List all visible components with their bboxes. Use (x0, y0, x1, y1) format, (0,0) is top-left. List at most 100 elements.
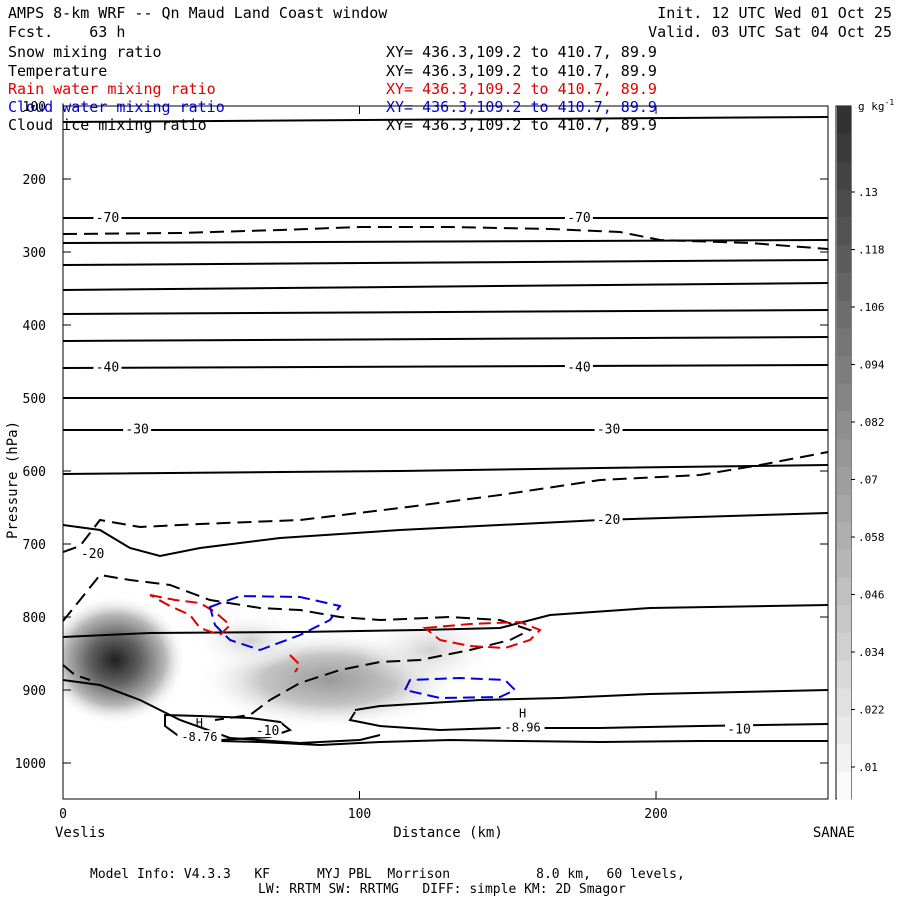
field-name-rain: Rain water mixing ratio (8, 80, 216, 98)
field-name-snow: Snow mixing ratio (8, 43, 162, 61)
colorbar-tick-label: .106 (858, 301, 885, 314)
field-xy-temperature: XY= 436.3,109.2 to 410.7, 89.9 (386, 62, 657, 80)
isotherm-15 (63, 604, 828, 638)
colorbar-tick-label: .046 (858, 589, 885, 602)
colorbar-swatch (837, 521, 851, 551)
temperature-label-bg (123, 421, 152, 436)
snow-shading-core (63, 595, 187, 725)
y-tick-label: 700 (23, 538, 46, 553)
colorbar-swatch (837, 244, 851, 273)
high-markers: H-8.76H-8.96 (177, 707, 545, 744)
snow-contour-lower (63, 573, 533, 721)
rain-contours (149, 594, 542, 673)
colorbar-tick-label: .13 (858, 186, 878, 199)
y-tick-label: 100 (23, 100, 46, 115)
colorbar-swatch (837, 189, 851, 218)
colorbar-swatch (837, 300, 851, 329)
temperature-label-bg (78, 545, 107, 560)
x-tick-label: 100 (348, 807, 371, 822)
colorbar-tick-label: .094 (858, 359, 885, 372)
temperature-label-bg (564, 209, 593, 224)
cloud-water-contour-west (208, 594, 342, 652)
temperature-label-bg (93, 209, 122, 224)
colorbar-swatch (837, 410, 851, 440)
temperature-label: -30 (125, 423, 148, 438)
temperature-label: -10 (727, 723, 750, 738)
cloud-water-contour-east (403, 676, 517, 700)
colorbar-tick-label: .07 (858, 474, 878, 487)
snow-contour-mid (63, 451, 828, 553)
isotherm-45 (63, 364, 828, 369)
x-start-label: Veslis (55, 825, 106, 841)
colorbar-swatch (837, 327, 851, 356)
rain-contour-mid (289, 654, 302, 673)
isotherm-low (63, 679, 381, 745)
colorbar-swatch (837, 106, 851, 135)
field-xy-rain: XY= 436.3,109.2 to 410.7, 89.9 (386, 80, 657, 98)
isotherm-55 (63, 282, 828, 291)
colorbar-tick-label: .01 (858, 761, 878, 774)
init-time: Init. 12 UTC Wed 01 Oct 25 (657, 4, 892, 22)
colorbar-tick-label: .118 (858, 244, 885, 257)
high-marker-letter: H (519, 707, 526, 721)
high-marker-bg (500, 720, 545, 734)
high-marker-letter: H (196, 716, 203, 730)
colorbar-swatch (837, 688, 851, 717)
colorbar-swatch (837, 549, 851, 578)
colorbar-swatch (837, 466, 851, 495)
snow-shading-upper (190, 610, 310, 670)
temperature-label: -20 (597, 513, 620, 528)
colorbar-swatch (837, 494, 851, 523)
temperature-label: -40 (567, 361, 590, 376)
snow-contour-west (63, 664, 91, 681)
colorbar-swatch (837, 771, 851, 800)
colorbar-swatch (837, 438, 851, 467)
field-name-cloud-water: Cloud water mixing ratio (8, 98, 225, 116)
isotherm-10 (348, 711, 828, 732)
x-axis-title: Distance (km) (393, 825, 503, 841)
y-axis: 100 200 300 400 500 600 700 800 900 1000 (15, 100, 828, 772)
snow-contours (63, 226, 828, 721)
temperature-label-bg (594, 421, 623, 436)
valid-time: Valid. 03 UTC Sat 04 Oct 25 (648, 23, 892, 41)
high-marker-bg (177, 730, 222, 744)
colorbar: .01 .022 .034 .046 .058 .07 .082 .094 .106 .118 .1… (835, 98, 894, 800)
field-name-temperature: Temperature (8, 62, 108, 80)
colorbar-swatch (837, 632, 851, 661)
chart-title: AMPS 8-km WRF -- Qn Maud Land Coast wind… (8, 4, 388, 22)
colorbar-swatch (837, 715, 851, 745)
isotherm-20 (63, 512, 828, 558)
forecast-hour: Fcst. 63 h (8, 23, 126, 41)
temperature-label-bg (564, 359, 593, 374)
rain-contour-east (422, 620, 542, 650)
temperature-label: -70 (96, 211, 119, 226)
temperature-label-bg (93, 359, 122, 374)
temperature-label: -40 (96, 361, 119, 376)
temperature-label-bg (725, 721, 754, 736)
temperature-labels: -70 -70 -40 -40 -30 -30 -20 -20 -10 -10 (78, 209, 754, 739)
y-tick-label: 200 (23, 173, 46, 188)
field-xy-snow: XY= 436.3,109.2 to 410.7, 89.9 (386, 43, 657, 61)
temperature-label: -20 (81, 547, 104, 562)
colorbar-swatch (837, 272, 851, 301)
x-end-label: SANAE (813, 825, 855, 841)
temperature-label: -30 (597, 423, 620, 438)
y-tick-label: 1000 (15, 757, 46, 772)
colorbar-swatch (837, 604, 851, 634)
colorbar-swatch (837, 133, 851, 162)
colorbar-swatch (837, 660, 851, 689)
y-tick-label: 900 (23, 684, 46, 699)
temperature-label-bg (253, 723, 282, 738)
x-axis: 0 100 200 (59, 106, 668, 822)
y-tick-label: 300 (23, 246, 46, 261)
y-tick-label: 500 (23, 392, 46, 407)
colorbar-swatch (837, 743, 851, 772)
temperature-label: -70 (567, 211, 590, 226)
temperature-label-bg (594, 512, 623, 527)
y-tick-label: 600 (23, 465, 46, 480)
colorbar-swatch (837, 355, 851, 384)
model-info-line2: LW: RRTM SW: RRTMG DIFF: simple KM: 2D S… (258, 882, 626, 897)
temperature-label: -10 (256, 724, 279, 739)
field-xy-cloud-ice: XY= 436.3,109.2 to 410.7, 89.9 (386, 116, 657, 134)
